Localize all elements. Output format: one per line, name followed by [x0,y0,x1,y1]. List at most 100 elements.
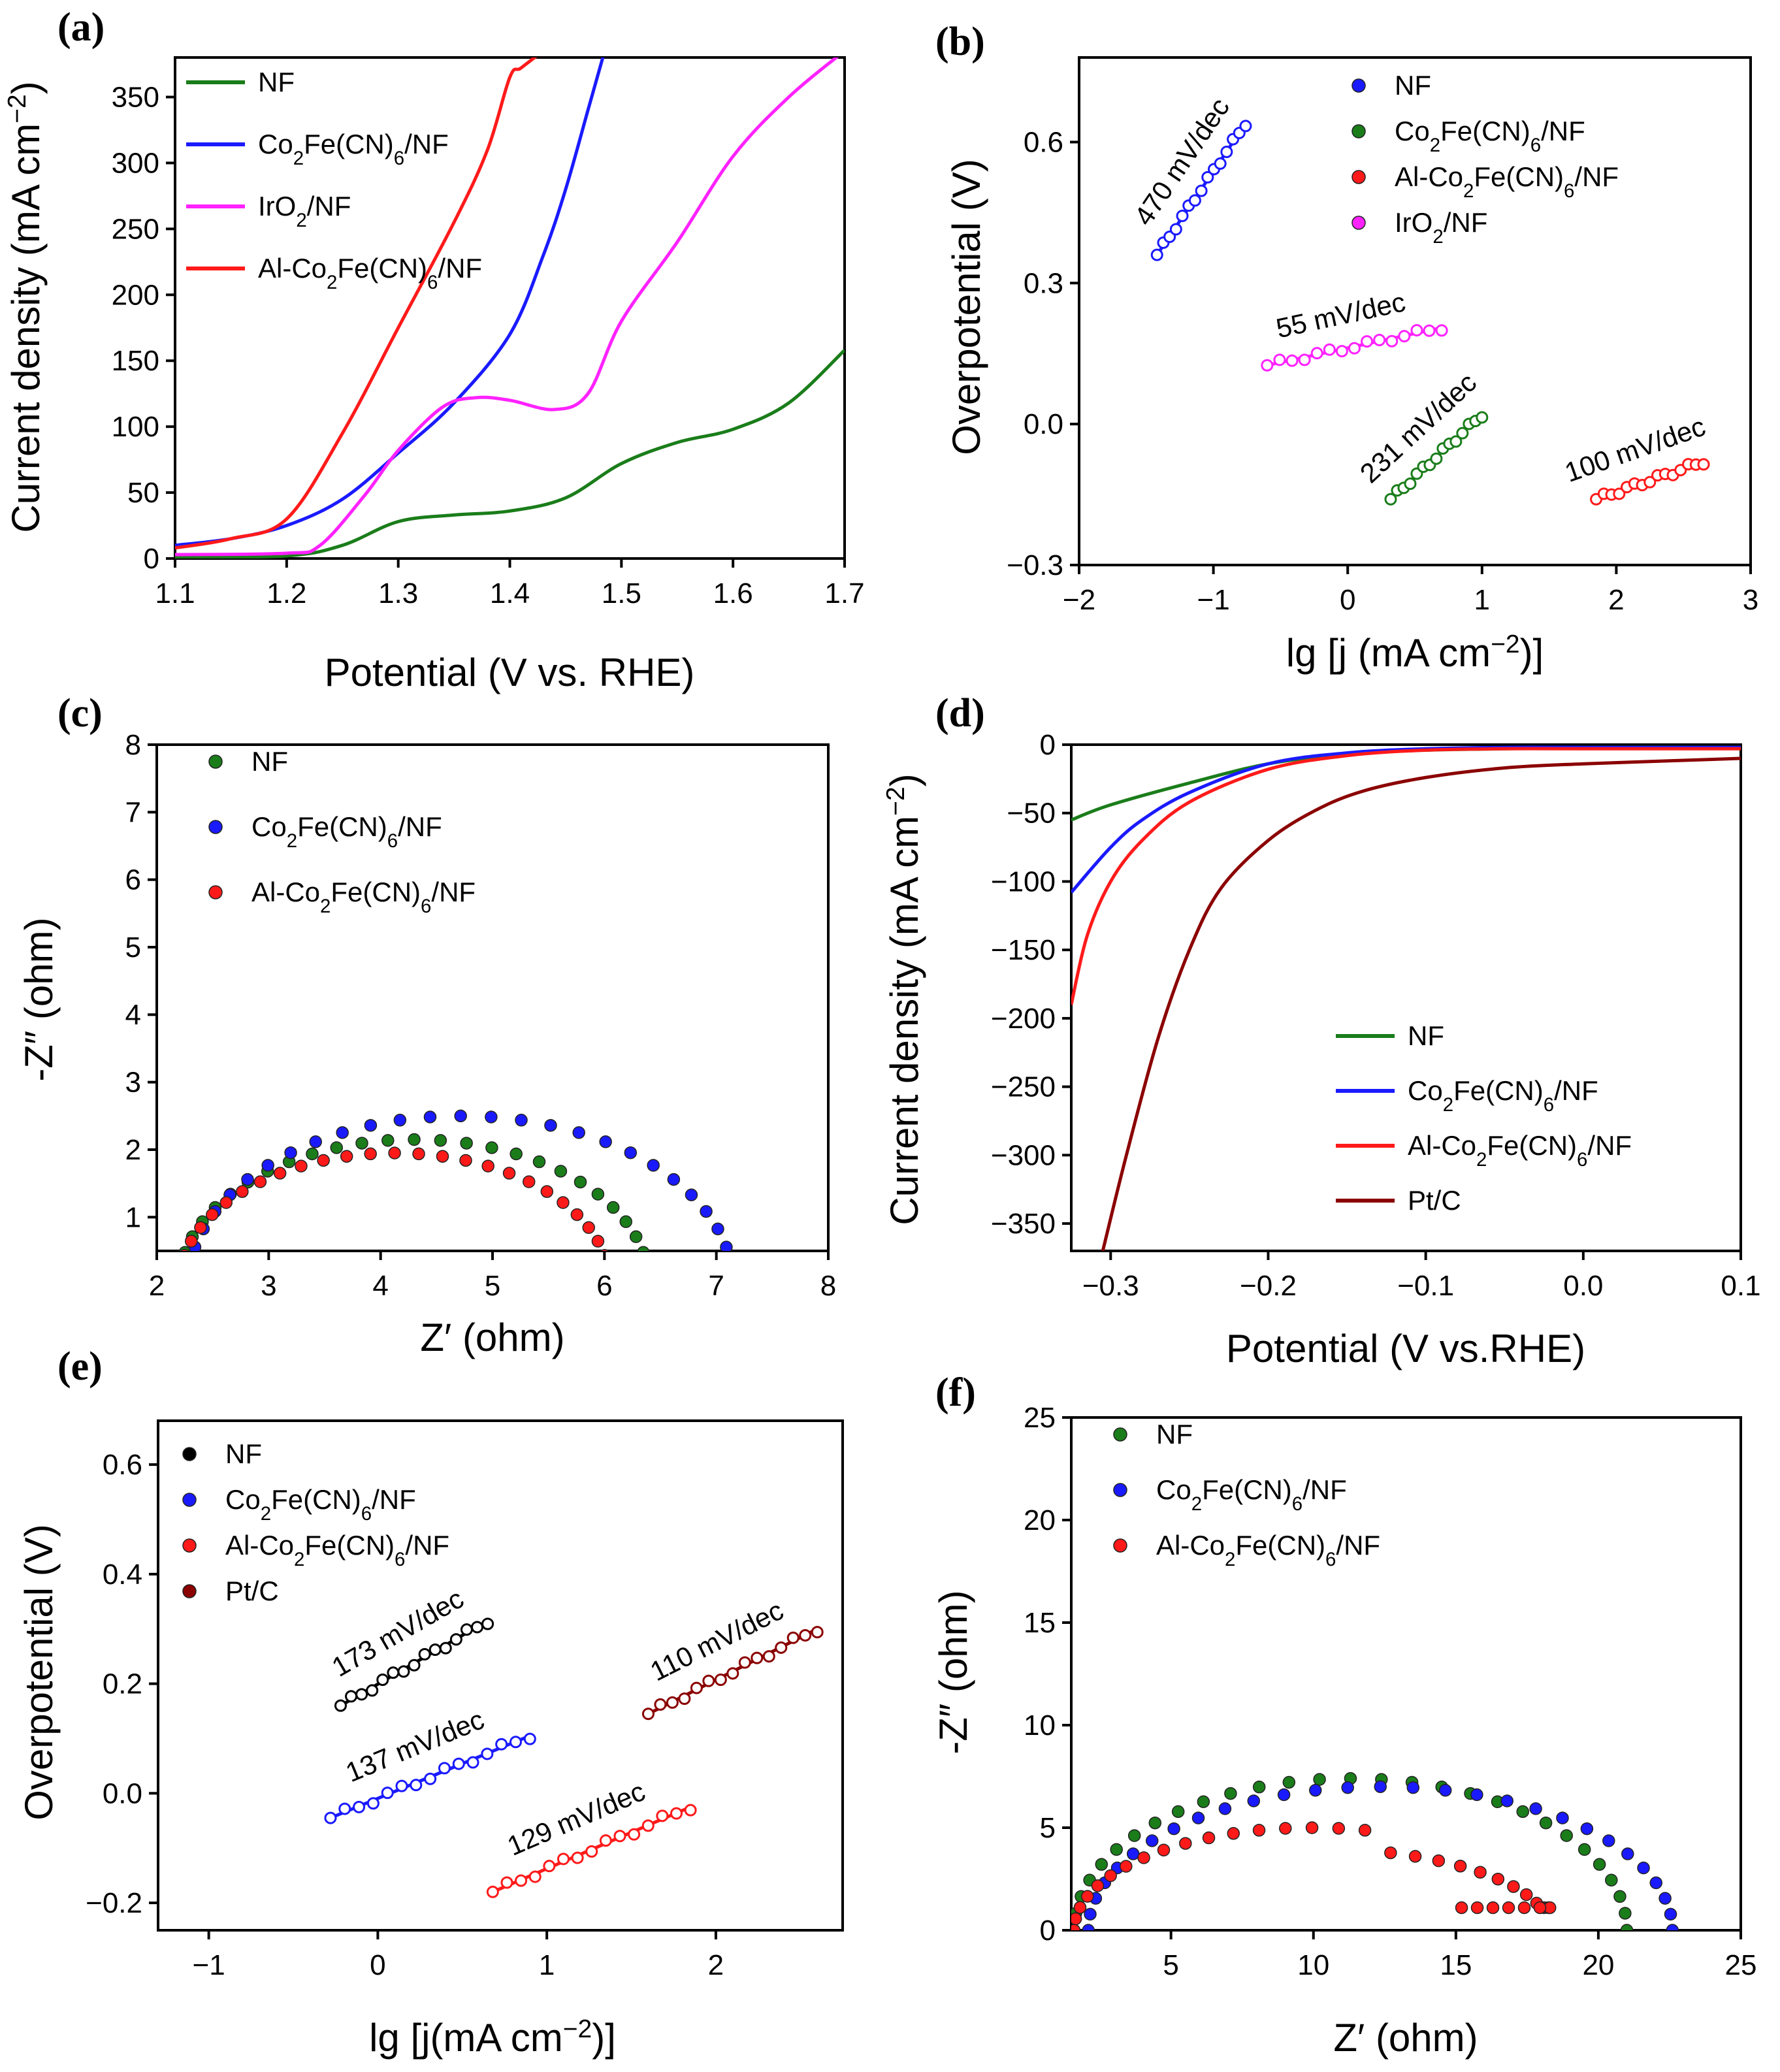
plot-frame [1070,1416,1742,1932]
data-point [459,1154,472,1167]
y-tick-label: −150 [991,934,1056,966]
x-tick-label: 15 [1440,1949,1472,1981]
data-point [811,1626,824,1639]
data-point [454,1109,467,1123]
data-point [1384,1846,1397,1860]
data-point [711,1222,724,1236]
legend-label: Co2Fe(CN)6/NF [1408,1075,1598,1116]
data-point [1373,334,1386,347]
data-point [408,1133,421,1146]
data-point [670,1807,683,1820]
data-point [599,1834,612,1847]
data-point [466,1756,479,1769]
data-point [1539,1816,1553,1830]
data-point [1613,1890,1626,1903]
legend-label: Al-Co2Fe(CN)6/NF [251,877,476,917]
legend-label: IrO2/NF [258,191,351,231]
data-point [1602,1834,1615,1847]
data-point [330,1141,343,1154]
data-point [544,1119,557,1132]
data-point [309,1135,322,1148]
data-point [1430,452,1443,465]
y-tick-label: 8 [125,729,141,761]
data-point [1470,1788,1483,1802]
data-point [381,1787,394,1800]
data-point [532,1155,546,1169]
data-point [571,1851,584,1864]
data-point [1176,209,1189,222]
y-tick-label: 0 [144,543,159,575]
data-point [1127,1829,1141,1842]
data-point [591,1235,605,1248]
data-point [619,1215,632,1229]
plot-area [175,1109,733,1274]
data-point [1664,1907,1677,1921]
legend-label: Co2Fe(CN)6/NF [225,1484,416,1525]
data-point [434,1134,447,1147]
data-point [481,1747,494,1760]
y-tick-label: 4 [125,999,141,1031]
y-axis-label: Current density (mA cm−2) [882,773,927,1225]
legend-marker [1113,1483,1127,1497]
data-point [1605,1873,1618,1887]
data-point [738,1656,751,1669]
x-axis-label: Z′ (ohm) [1333,2016,1478,2060]
data-point [1279,1822,1292,1835]
panel-6: 5 10 15 20 25 0 5 10 15 20 25 (f) -Z″ (ohm) Z′ (ohm) N… [931,1370,1756,2060]
data-point [1081,1890,1094,1903]
data-point [515,1874,528,1887]
data-point [184,1260,196,1272]
y-tick-label: 10 [1024,1709,1056,1741]
legend-label: Pt/C [1408,1185,1461,1216]
data-point [1261,359,1274,372]
data-point [366,1797,380,1810]
x-tick-label: 0.0 [1563,1270,1603,1302]
data-point [1073,1901,1087,1914]
data-point [1432,1854,1446,1868]
series-line [175,57,605,547]
data-point [481,1159,494,1173]
data-point [1649,1876,1662,1890]
data-point [1621,1847,1634,1860]
data-point [452,1757,465,1770]
data-point [1239,120,1252,133]
data-point [500,1876,513,1889]
x-tick-label: 1.5 [602,577,641,609]
data-point [1455,1901,1468,1915]
legend-label: Co2Fe(CN)6/NF [1395,116,1585,156]
data-point [241,1173,254,1186]
data-point [574,1175,587,1189]
data-point [388,1146,401,1159]
data-point [1310,347,1323,360]
data-point [340,1150,353,1163]
y-tick-label: 20 [1024,1504,1056,1536]
series-line [175,349,845,558]
data-point [666,1696,679,1709]
y-tick-label: 300 [112,147,159,179]
legend-marker [182,1538,197,1553]
y-tick-label: 0 [1040,729,1056,761]
data-point [175,1263,187,1274]
y-tick-label: 0.6 [1024,127,1063,159]
data-point [543,1860,556,1873]
data-point [1619,1907,1632,1920]
data-point [1084,1907,1097,1921]
panel-label: (c) [57,691,103,736]
y-axis-label: Current density (mA cm−2) [3,81,48,532]
data-point [557,1853,570,1866]
y-tick-label: 0.4 [103,1559,142,1591]
data-point [1145,1834,1159,1847]
data-point [762,1650,775,1663]
y-tick-label: −100 [991,866,1056,898]
legend-marker [1113,1427,1127,1442]
data-point [1157,1843,1171,1857]
y-tick-label: 15 [1024,1607,1056,1639]
data-point [1516,1805,1529,1819]
data-point [1110,1843,1123,1856]
x-tick-label: −0.1 [1397,1270,1454,1302]
data-point [436,1150,449,1163]
data-point [1613,487,1626,500]
panel-4: −0.3 −0.2 −0.1 0.0 0.1 0 −50 −100 −150 −200 −250 −3… [882,691,1761,1370]
data-point [554,1165,568,1178]
